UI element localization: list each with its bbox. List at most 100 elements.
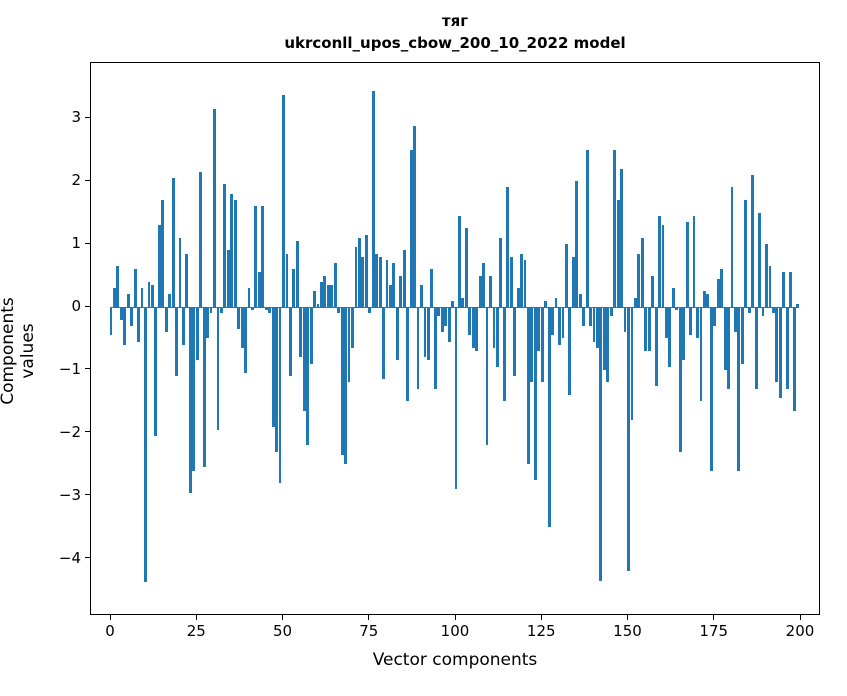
bar — [251, 307, 254, 311]
bar — [706, 294, 710, 307]
bar — [216, 307, 220, 430]
bar — [596, 307, 599, 348]
bar — [651, 275, 655, 307]
bar — [326, 284, 330, 307]
bar — [437, 307, 441, 317]
bar — [782, 272, 786, 307]
x-tick-label: 0 — [105, 622, 115, 640]
bar — [523, 259, 527, 307]
bar — [544, 300, 548, 307]
zero-baseline — [109, 306, 799, 308]
bar — [368, 307, 372, 314]
bar — [730, 187, 734, 307]
bar — [540, 307, 544, 383]
bar — [150, 284, 154, 307]
bar — [320, 281, 323, 307]
bar — [195, 307, 199, 361]
bar — [413, 126, 417, 307]
x-tick-label: 150 — [613, 622, 642, 640]
bar — [789, 272, 793, 307]
bar — [268, 307, 272, 314]
y-tick-label: 1 — [71, 234, 81, 253]
bar — [323, 275, 327, 307]
bar — [337, 307, 341, 314]
bar — [513, 307, 517, 377]
bar — [620, 168, 624, 307]
bar — [582, 307, 586, 326]
bar — [226, 250, 230, 307]
bar — [754, 307, 758, 389]
bar — [223, 184, 227, 307]
bar — [364, 234, 368, 307]
y-tick-label: 0 — [71, 297, 81, 315]
bar — [137, 307, 141, 342]
bar — [468, 307, 472, 336]
bar — [537, 307, 541, 352]
x-tick-mark — [368, 615, 370, 620]
x-tick-mark — [540, 615, 542, 620]
bar — [154, 307, 158, 436]
x-tick-label: 100 — [440, 622, 470, 640]
bar — [727, 307, 730, 389]
bar — [395, 307, 399, 361]
bar — [244, 307, 247, 374]
bar — [206, 307, 210, 339]
bar — [402, 250, 406, 307]
bar — [375, 253, 379, 307]
bar — [637, 253, 641, 307]
bar — [692, 215, 696, 307]
bar — [520, 253, 523, 307]
bar — [340, 307, 344, 455]
y-tick-label: −3 — [58, 485, 81, 504]
bar — [489, 275, 492, 307]
bar — [261, 206, 265, 307]
bar — [558, 307, 561, 345]
bar — [219, 307, 223, 314]
bar — [409, 149, 413, 307]
x-tick-label: 125 — [526, 622, 556, 640]
y-axis-label: Components values — [0, 297, 38, 405]
y-tick-mark — [85, 179, 90, 181]
y-tick-label: 3 — [71, 108, 81, 127]
x-tick-label: 200 — [785, 622, 815, 640]
bar — [737, 307, 741, 471]
bar — [451, 300, 454, 307]
bar — [113, 288, 116, 307]
plot-area — [90, 62, 820, 615]
bar — [647, 307, 651, 352]
bar — [734, 307, 737, 333]
bar — [716, 278, 720, 307]
bar — [182, 307, 185, 345]
bar — [671, 288, 675, 307]
bar — [475, 307, 479, 352]
bar — [313, 291, 316, 307]
bar — [330, 284, 334, 307]
bar — [295, 240, 299, 307]
bar — [168, 294, 172, 307]
bar — [668, 307, 672, 367]
bar — [551, 307, 555, 336]
bar — [751, 174, 755, 307]
y-tick-mark — [85, 368, 90, 370]
bar — [768, 266, 772, 307]
bar — [140, 288, 144, 307]
bar — [344, 307, 348, 465]
bar — [316, 303, 320, 307]
bar — [123, 307, 127, 345]
bar — [157, 225, 161, 307]
y-tick-label: −4 — [58, 548, 81, 567]
bar — [133, 269, 137, 307]
bar — [351, 307, 354, 348]
bar — [288, 307, 292, 377]
x-tick-mark — [713, 615, 715, 620]
bar — [264, 307, 268, 311]
bar — [385, 259, 389, 307]
y-tick-mark — [85, 242, 90, 244]
bar — [464, 228, 468, 307]
y-tick-mark — [85, 305, 90, 307]
bar — [495, 307, 499, 367]
bar — [709, 307, 713, 471]
bar — [665, 307, 668, 339]
bar — [747, 307, 751, 314]
